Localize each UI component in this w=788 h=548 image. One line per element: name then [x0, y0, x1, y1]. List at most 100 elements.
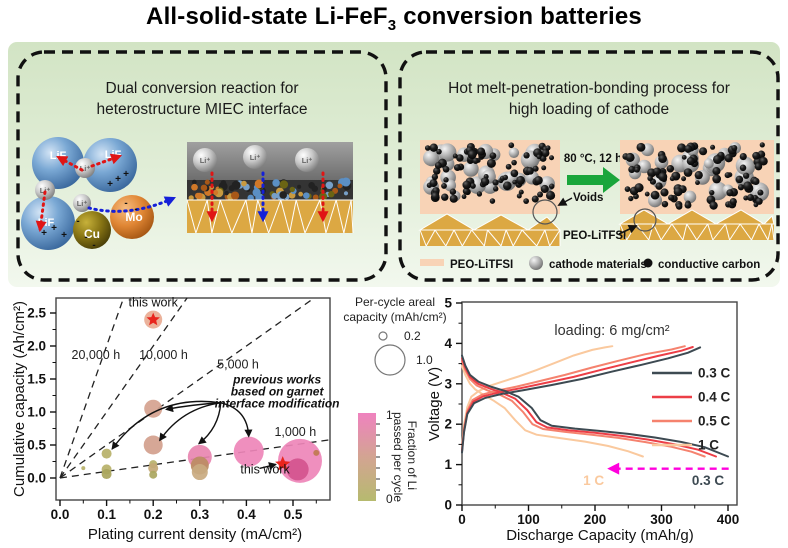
cathode-particle	[463, 161, 479, 177]
miec-particle	[325, 181, 334, 190]
data-bubble	[313, 449, 320, 456]
curve-charge-1C	[461, 345, 614, 448]
carbon-particle	[624, 186, 631, 192]
carbon-particle	[661, 200, 669, 208]
carbon-particle	[431, 173, 439, 181]
colorbar-ticks	[376, 423, 380, 491]
rate-endpoint-label: 1 C	[583, 473, 604, 488]
li-ion-label: Li⁺	[200, 156, 211, 165]
miec-particle	[279, 180, 289, 189]
carbon-particle	[743, 195, 749, 201]
x-axis-label: Plating current density (mA/cm²)	[88, 526, 302, 543]
y-tick-label: 1	[444, 457, 452, 472]
peo-swatch	[420, 259, 444, 266]
right-panel-hot-melt: Hot melt-penetration-bonding process for…	[398, 50, 780, 282]
colorbar-axis-label: Fraction of Li passed per cycle	[391, 412, 419, 502]
carbon-particle	[653, 167, 662, 176]
peo-pointer-label: PEO-LiTFSI	[563, 230, 626, 242]
left-panel-dual-conversion: Dual conversion reaction for heterostruc…	[16, 50, 388, 282]
carbon-particle	[537, 191, 544, 198]
carbon-particle	[441, 183, 447, 189]
large-size-label: 1.0	[416, 353, 433, 367]
miec-particle	[297, 184, 302, 189]
carbon-particle	[442, 166, 450, 173]
miec-particle	[204, 179, 210, 185]
process-arrow-group: 80 °C, 12 h Voids	[557, 153, 622, 206]
size-legend-title-line1: Per-cycle areal	[355, 295, 435, 309]
left-box-heading-line1: Dual conversion reaction for	[106, 80, 299, 97]
rate-line-label: 5,000 h	[217, 357, 259, 371]
miec-particle	[328, 191, 335, 198]
carbon-particle	[737, 184, 745, 191]
left-box-heading-line2: heterostructure MIEC interface	[96, 101, 307, 118]
cu-sphere	[73, 211, 111, 249]
miec-particle	[196, 192, 203, 200]
carbon-particle	[712, 154, 723, 165]
star-marker	[275, 456, 291, 471]
carbon-particle	[531, 195, 539, 203]
curve-discharge-0.3C	[461, 354, 729, 458]
legend-cathode-label: cathode materials	[549, 259, 647, 271]
carbon-particle	[724, 172, 731, 179]
carbon-particle	[712, 174, 722, 184]
curve-discharge-0.5C	[461, 360, 706, 458]
plot-frame	[461, 301, 738, 506]
miec-interface-graphic: Li⁺ Li⁺ Li⁺	[186, 142, 354, 234]
carbon-particle	[541, 165, 547, 171]
carbon-particle	[518, 189, 524, 195]
y-tick-label: 2	[444, 417, 452, 432]
carbon-particle	[429, 179, 438, 188]
materials-legend: PEO-LiTFSI cathode materials conductive …	[420, 256, 760, 271]
electrolyte-base-after	[620, 224, 774, 240]
cathode-particle	[738, 158, 756, 176]
data-bubble	[286, 458, 309, 481]
carbon-particle	[523, 198, 530, 204]
data-bubble	[148, 463, 159, 474]
carbon-particle	[709, 201, 718, 210]
carbon-particle	[710, 144, 716, 150]
li-ion-sphere	[295, 148, 319, 172]
carbon-particle	[658, 154, 667, 164]
carbon-particle	[660, 188, 669, 197]
carbon-particle	[729, 197, 737, 206]
svg-text:+: +	[61, 230, 67, 241]
previous-works-label: previous works	[232, 373, 321, 387]
svg-text:-: -	[92, 240, 95, 251]
carbon-particle	[461, 194, 467, 200]
small-size-circle	[378, 331, 388, 341]
miec-particle	[252, 188, 261, 197]
page-title: All-solid-state Li-FeF3 conversion batte…	[0, 3, 788, 34]
carbon-particle	[434, 162, 442, 169]
carbon-particle	[634, 183, 644, 193]
carbon-particle	[536, 154, 542, 160]
y-tick-label: 0	[444, 498, 452, 513]
carbon-particle	[505, 163, 512, 170]
before-bonding-panel	[418, 140, 562, 247]
legend-label: 0.4 C	[698, 390, 731, 405]
annotation-arrows	[111, 400, 277, 470]
voids-pointer-arrow	[557, 197, 573, 206]
after-bonding-panel	[618, 140, 775, 241]
lif-sphere	[83, 138, 137, 192]
carbon-particle	[534, 176, 543, 185]
carbon-particle	[647, 175, 653, 182]
carbon-particle	[467, 150, 477, 160]
colorbar-bottom-label: 0	[386, 492, 393, 506]
svg-text:+: +	[107, 179, 113, 190]
li-ion-label: Li⁺	[77, 199, 88, 208]
x-tick-label: 0.5	[284, 507, 303, 522]
x-tick-label: 200	[584, 512, 607, 527]
x-tick-label: 0	[458, 512, 466, 527]
carbon-particle	[449, 194, 458, 203]
carbon-particle	[644, 191, 650, 197]
carbon-particle	[683, 168, 693, 177]
charge-plus-signs: + + + ++ +	[41, 169, 129, 241]
pointer-arrow	[111, 400, 221, 450]
carbon-particle	[523, 152, 530, 159]
this-work-bottom-label: this work	[240, 462, 290, 476]
miec-particle	[343, 191, 349, 196]
carbon-particle	[681, 176, 687, 182]
process-condition-label: 80 °C, 12 h	[564, 153, 622, 165]
li-ion-sphere	[35, 180, 55, 200]
carbon-particle	[684, 201, 692, 209]
